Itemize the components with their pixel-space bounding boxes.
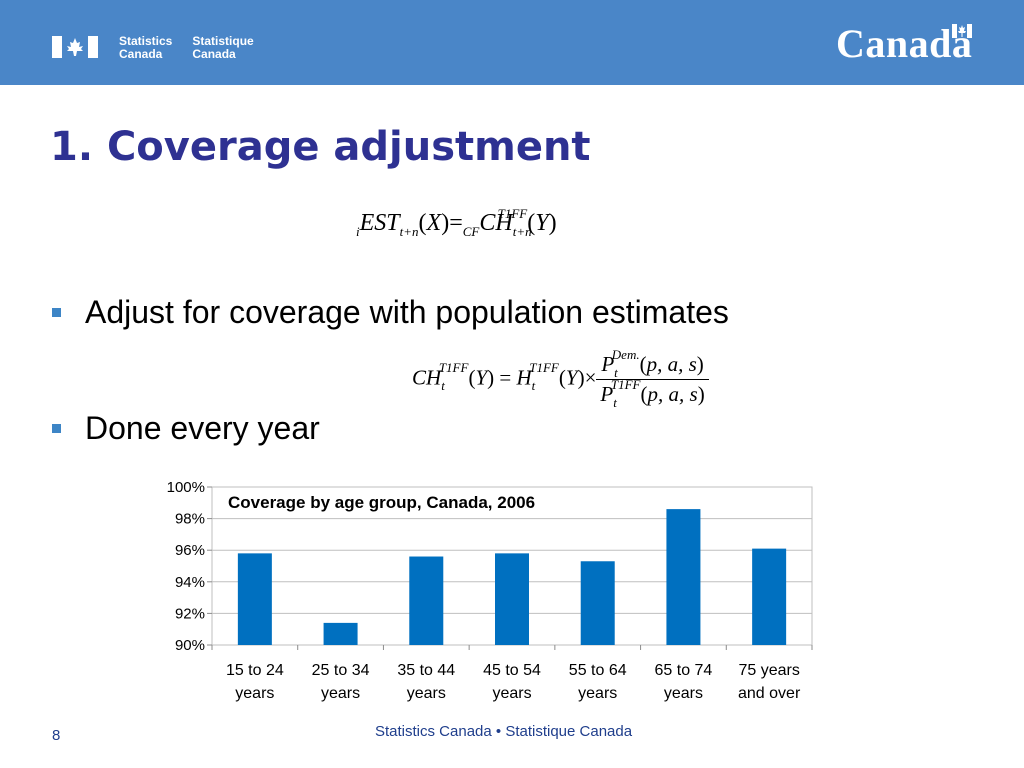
slide-title: 1. Coverage adjustment [50, 124, 591, 170]
bullet-square-icon [52, 308, 61, 317]
x-category-label: years [321, 685, 360, 702]
bar [237, 553, 272, 645]
formula-estimate: iESTt+n(X)=CFCHt+nT1FF(Y) [356, 206, 557, 239]
x-category-label: years [492, 685, 531, 702]
bullet-text: Adjust for coverage with population esti… [85, 294, 729, 330]
agency-en-line1: Statistics [119, 34, 173, 48]
bullet-square-icon [52, 424, 61, 433]
x-category-label: 75 years [738, 662, 799, 679]
x-category-label: years [664, 685, 703, 702]
bullet-item: Done every year [52, 410, 320, 447]
x-category-label: and over [738, 685, 801, 702]
bullet-item: Adjust for coverage with population esti… [52, 294, 729, 331]
x-category-label: years [578, 685, 617, 702]
y-tick-label: 90% [175, 637, 205, 654]
bar [495, 553, 529, 645]
x-category-label: 35 to 44 [397, 662, 455, 679]
x-category-label: 65 to 74 [655, 662, 713, 679]
y-tick-label: 92% [175, 605, 205, 622]
bar [580, 561, 615, 645]
agency-names: Statistics Canada Statistique Canada [119, 35, 254, 61]
header-bar [0, 0, 1024, 85]
x-category-label: 45 to 54 [483, 662, 541, 679]
x-category-label: years [407, 685, 446, 702]
page-number: 8 [52, 727, 61, 744]
chart-title: Coverage by age group, Canada, 2006 [222, 490, 648, 516]
x-category-label: years [235, 685, 274, 702]
wordmark-flag-icon [952, 24, 972, 38]
x-category-label: 15 to 24 [226, 662, 284, 679]
bar [323, 622, 358, 645]
canada-flag-icon [52, 36, 98, 58]
bar [752, 548, 787, 645]
bullet-text: Done every year [85, 410, 320, 446]
x-category-label: 25 to 34 [312, 662, 370, 679]
y-tick-label: 94% [175, 574, 205, 591]
agency-fr-line1: Statistique [192, 34, 254, 48]
footer-text: Statistics Canada • Statistique Canada [375, 723, 633, 740]
bar [409, 556, 444, 645]
agency-fr-line2: Canada [192, 47, 236, 61]
y-tick-label: 100% [167, 479, 205, 496]
canada-wordmark: Canada [836, 21, 973, 66]
y-tick-label: 96% [175, 542, 205, 559]
y-tick-label: 98% [175, 511, 205, 528]
agency-en-line2: Canada [119, 47, 163, 61]
bar [666, 509, 701, 645]
formula-coverage: CHtT1FF(Y) = HtT1FF(Y)× PtDem.(p, a, s) Pt… [412, 347, 709, 410]
x-category-label: 55 to 64 [569, 662, 627, 679]
